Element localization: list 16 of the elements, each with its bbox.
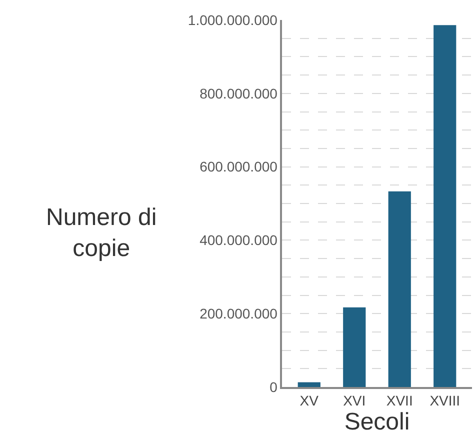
x-tick-label: XV [300,392,320,409]
y-tick-label: 0 [270,378,278,395]
x-tick-label: XVII [386,392,413,409]
x-tick-label: XVIII [430,392,460,409]
y-tick-label: 600.000.000 [200,158,278,175]
bar [434,25,456,387]
x-tick-label: XVI [343,392,366,409]
x-axis-title: Secoli [344,408,410,436]
y-tick-label: 1.000.000.000 [188,12,278,28]
bar [388,191,411,387]
y-tick-label: 400.000.000 [200,232,278,248]
y-tick-label: 800.000.000 [200,85,278,102]
y-axis-title: Numero di copie [46,204,157,262]
bar [343,307,366,387]
bar [298,382,320,387]
y-tick-label: 200.000.000 [200,306,278,322]
